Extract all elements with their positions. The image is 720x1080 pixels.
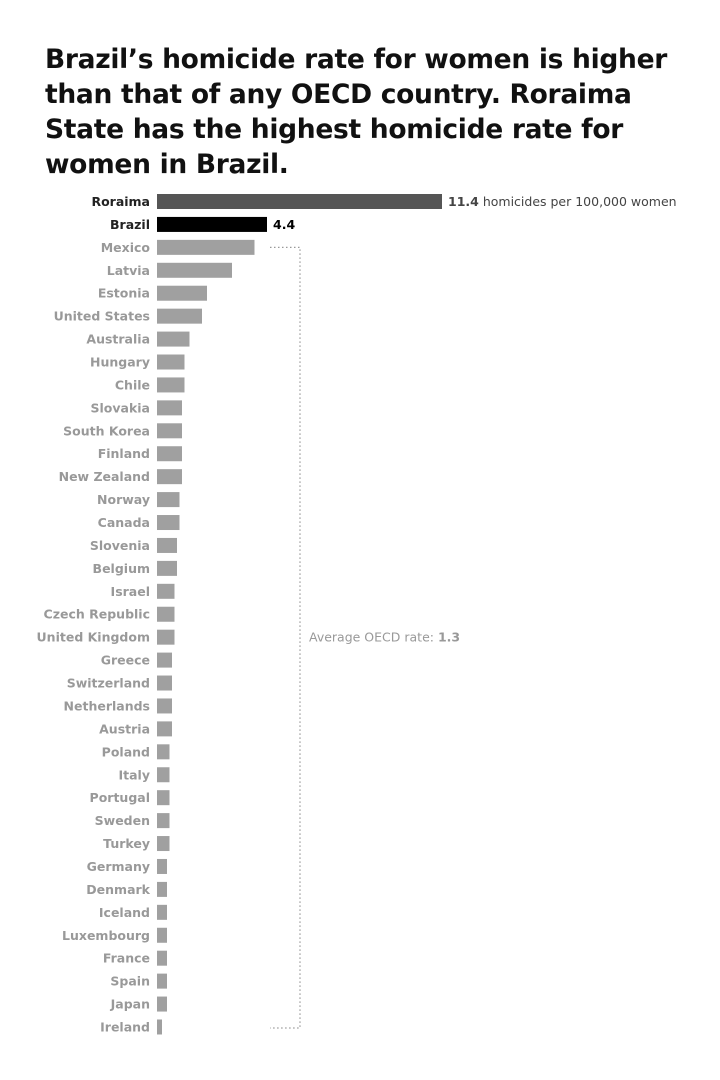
bar (157, 996, 167, 1012)
category-label: Greece (101, 653, 150, 668)
bar (157, 836, 170, 852)
bar (157, 744, 170, 760)
category-label: Portugal (90, 790, 150, 805)
category-label: Ireland (100, 1019, 150, 1034)
bar (157, 767, 170, 783)
bar (157, 423, 182, 439)
category-label: Brazil (110, 217, 150, 232)
category-label: Switzerland (67, 676, 150, 691)
data-label: 11.4 homicides per 100,000 women (448, 194, 677, 209)
bar (157, 194, 442, 209)
category-label: Spain (110, 974, 150, 989)
category-label: Slovakia (91, 400, 151, 415)
category-label: United Kingdom (37, 630, 150, 645)
category-label: Sweden (95, 813, 150, 828)
category-label: Estonia (98, 286, 150, 301)
bar (157, 492, 180, 508)
bar (157, 354, 185, 370)
category-label: Austria (99, 721, 150, 736)
category-label: Italy (119, 767, 151, 782)
category-label: Netherlands (64, 698, 150, 713)
bar (157, 515, 180, 531)
category-label: Iceland (99, 905, 150, 920)
category-label: Luxembourg (62, 928, 150, 943)
category-label: Australia (86, 332, 150, 347)
category-label: Israel (111, 584, 150, 599)
bar (157, 216, 267, 232)
bar (157, 904, 167, 920)
category-label: Finland (98, 446, 150, 461)
category-label: Hungary (90, 355, 150, 370)
bar (157, 629, 175, 645)
category-label: Chile (115, 377, 150, 392)
category-label: Latvia (107, 263, 150, 278)
category-label: United States (54, 309, 150, 324)
category-label: Germany (87, 859, 150, 874)
data-label: 4.4 (273, 217, 295, 232)
bar (157, 652, 172, 668)
bar (157, 537, 177, 553)
bar (157, 698, 172, 714)
bar (157, 606, 175, 622)
data-label-unit: homicides per 100,000 women (479, 194, 677, 209)
category-label: Poland (102, 744, 150, 759)
bar (157, 400, 182, 416)
bar (157, 721, 172, 737)
data-label-value: 11.4 (448, 194, 479, 209)
bar (157, 285, 207, 301)
category-label: New Zealand (59, 469, 150, 484)
bar (157, 881, 167, 897)
bar (157, 377, 185, 393)
category-label: France (103, 951, 150, 966)
data-label-value: 4.4 (273, 217, 295, 232)
bar (157, 262, 232, 278)
bar (157, 813, 170, 829)
bar (157, 560, 177, 576)
category-label: Turkey (103, 836, 150, 851)
category-label: Belgium (93, 561, 150, 576)
category-label: Denmark (86, 882, 150, 897)
bar (157, 1019, 162, 1035)
category-label: Slovenia (90, 538, 150, 553)
category-label: Canada (98, 515, 150, 530)
category-label: Czech Republic (44, 607, 150, 622)
bar (157, 927, 167, 943)
bar (157, 308, 202, 324)
bar (157, 950, 167, 966)
bar (157, 239, 255, 255)
category-label: Norway (97, 492, 150, 507)
bar (157, 331, 190, 347)
category-label: Roraima (91, 194, 150, 209)
oecd-average-bracket (270, 246, 301, 1029)
bar (157, 469, 182, 485)
bar (157, 583, 175, 599)
category-label: Mexico (101, 240, 151, 255)
bar (157, 790, 170, 806)
bar (157, 858, 167, 874)
bar (157, 446, 182, 462)
oecd-average-label: Average OECD rate: 1.3 (309, 630, 460, 645)
bar (157, 973, 167, 989)
category-label: South Korea (63, 423, 150, 438)
bar (157, 675, 172, 691)
chart-title: Brazil’s homicide rate for women is high… (45, 44, 668, 180)
category-label: Japan (110, 997, 150, 1012)
